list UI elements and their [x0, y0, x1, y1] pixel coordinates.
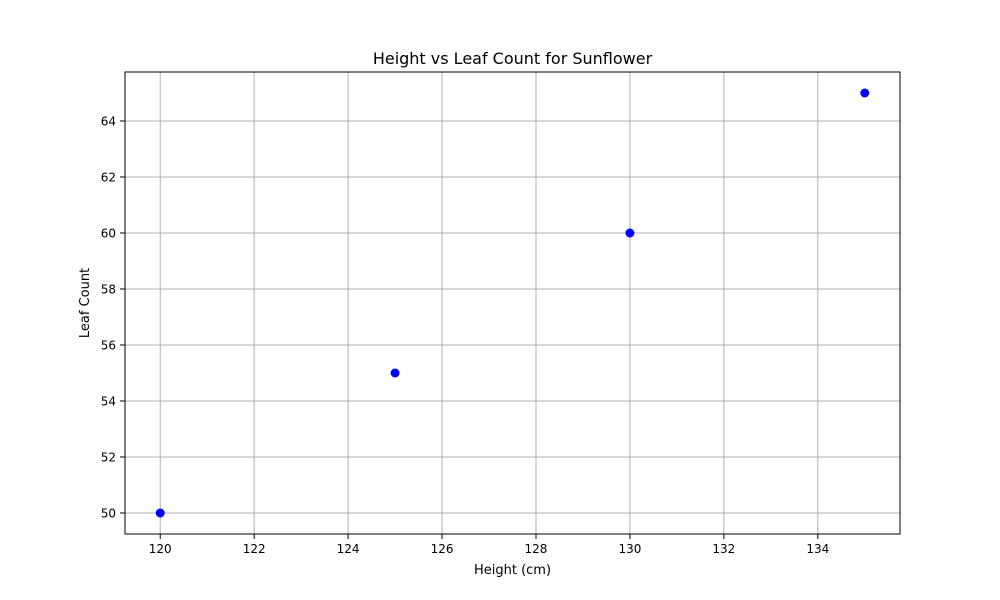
data-points [155, 88, 870, 518]
x-tick-label: 122 [243, 542, 266, 556]
x-tick-label: 128 [525, 542, 548, 556]
data-point [860, 88, 870, 98]
grid-lines [125, 72, 900, 534]
x-axis-label: Height (cm) [474, 563, 551, 578]
x-tick-label: 134 [806, 542, 829, 556]
y-tick-label: 64 [101, 115, 116, 129]
y-tick-label: 54 [101, 395, 116, 409]
plot-frame [124, 71, 901, 535]
y-axis-label: Leaf Count [78, 268, 93, 338]
y-tick-label: 60 [101, 227, 116, 241]
x-tick-label: 130 [618, 542, 641, 556]
x-tick-label: 124 [337, 542, 360, 556]
x-tick-label: 120 [149, 542, 172, 556]
x-axis-ticks: 120 122 124 126 128 130 132 134 [149, 534, 829, 556]
y-axis-ticks: 50 52 54 56 58 60 62 64 [101, 115, 125, 521]
x-tick-label: 132 [712, 542, 735, 556]
data-point [625, 228, 635, 238]
data-point [155, 508, 165, 518]
y-tick-label: 56 [101, 339, 116, 353]
y-tick-label: 58 [101, 283, 116, 297]
y-tick-label: 52 [101, 451, 116, 465]
data-point [390, 368, 400, 378]
y-tick-label: 50 [101, 507, 116, 521]
chart-title: Height vs Leaf Count for Sunflower [373, 49, 653, 68]
x-tick-label: 126 [431, 542, 454, 556]
y-tick-label: 62 [101, 171, 116, 185]
